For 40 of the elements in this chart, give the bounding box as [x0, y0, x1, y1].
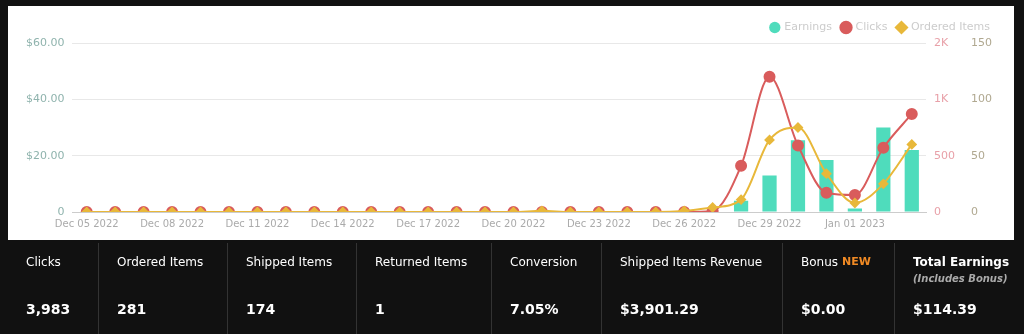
category-label: Bonus — [801, 255, 839, 269]
x-tick-label: Dec 14 2022 — [310, 217, 375, 229]
y-tick-label: $60.00 — [25, 35, 65, 49]
x-tick-label: Dec 17 2022 — [396, 217, 461, 229]
y2-tick-label: 1K — [934, 92, 950, 106]
text: 174 — [246, 301, 276, 317]
category-label: Returned Items — [375, 255, 468, 269]
text: $114.39 — [913, 301, 977, 317]
y2-tick-label: 2K — [934, 35, 950, 49]
y-tick-label: $40.00 — [25, 92, 65, 106]
category-label: Ordered Items — [117, 255, 204, 269]
text: 7.05% — [510, 301, 559, 317]
category-label: Total Earnings — [913, 255, 1010, 269]
y-tick-label: 0 — [57, 204, 65, 218]
category-label: Shipped Items Revenue — [620, 255, 763, 269]
text: 1 — [375, 301, 385, 317]
x-tick-label: Jan 01 2023 — [823, 217, 885, 229]
x-tick-label: Dec 08 2022 — [140, 217, 205, 229]
y-tick-label: $20.00 — [25, 148, 65, 162]
x-tick-label: Dec 29 2022 — [737, 217, 802, 229]
text: $0.00 — [801, 301, 846, 317]
category-label: Clicks — [26, 255, 61, 269]
y3-tick-label: 50 — [971, 148, 985, 162]
x-tick-label: Dec 23 2022 — [566, 217, 631, 229]
y3-tick-label: 0 — [971, 204, 978, 218]
y2-tick-label: 0 — [934, 204, 942, 218]
x-tick-label: Dec 26 2022 — [652, 217, 717, 229]
category-label: Shipped Items — [246, 255, 333, 269]
text: $3,901.29 — [620, 301, 699, 317]
x-tick-label: Dec 20 2022 — [481, 217, 546, 229]
text: NEW — [842, 255, 871, 268]
x-tick-label: Dec 11 2022 — [225, 217, 290, 229]
text: 281 — [117, 301, 147, 317]
text: (Includes Bonus) — [913, 273, 1008, 284]
text: 3,983 — [26, 301, 71, 317]
x-tick-label: Dec 05 2022 — [54, 217, 119, 229]
category-label: Conversion — [510, 255, 578, 269]
y3-tick-label: 150 — [971, 35, 992, 49]
y3-tick-label: 100 — [971, 92, 992, 106]
y2-tick-label: 500 — [934, 148, 956, 162]
